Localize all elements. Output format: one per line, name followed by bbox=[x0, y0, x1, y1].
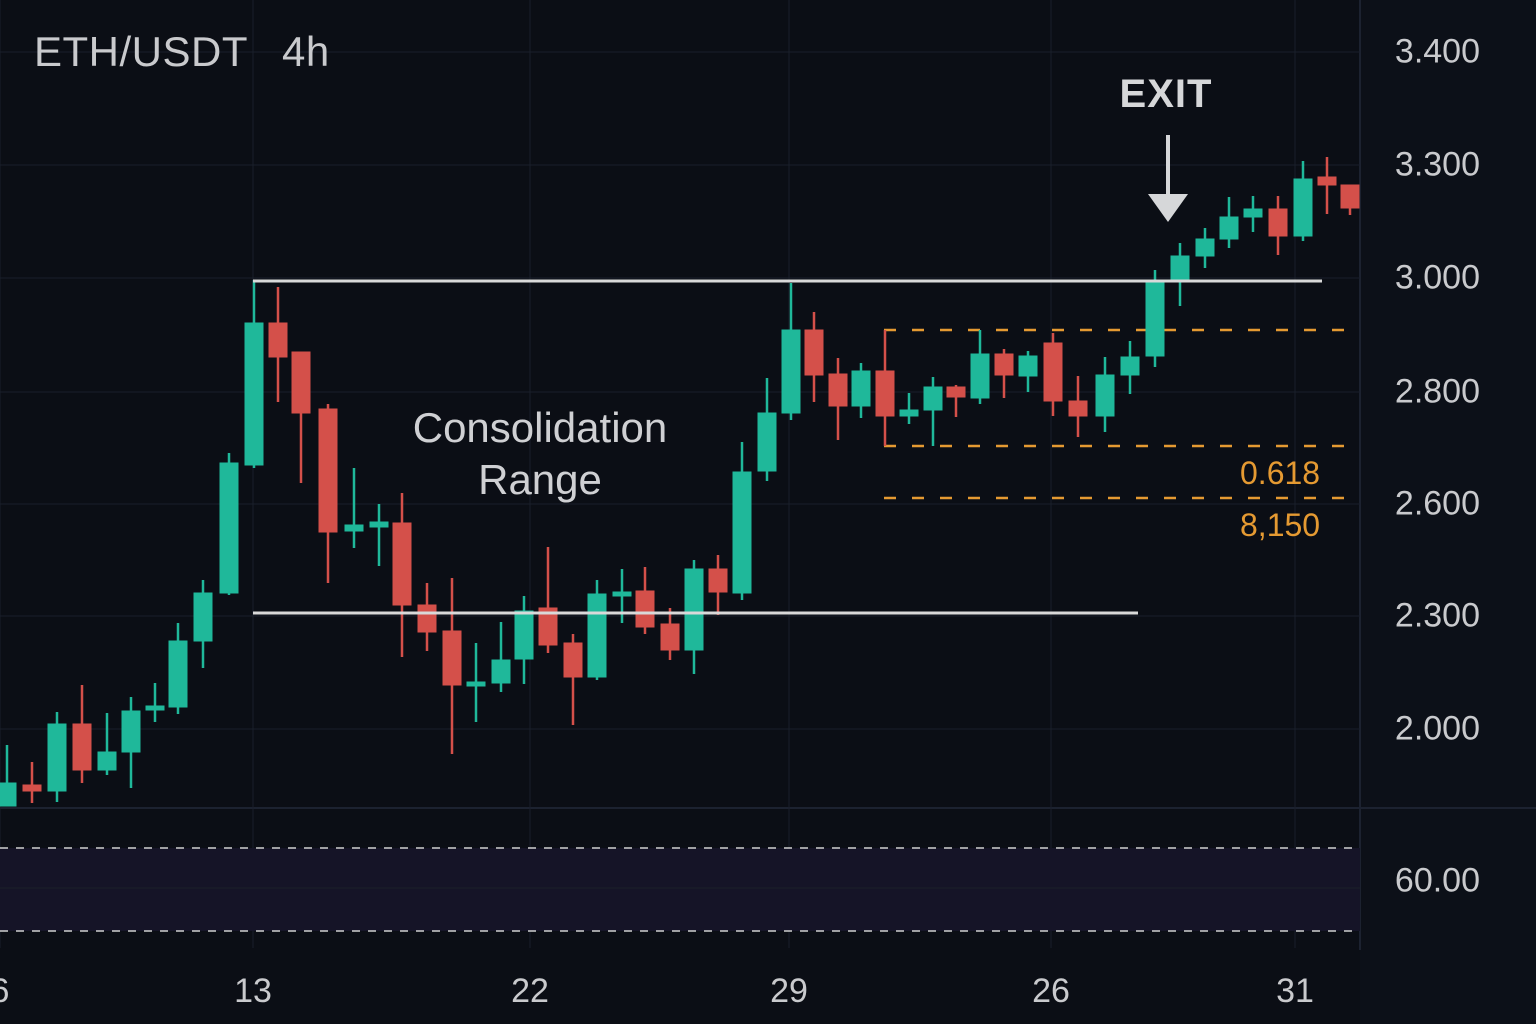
candle-body[interactable] bbox=[0, 782, 17, 807]
candle-body[interactable] bbox=[1219, 216, 1239, 240]
candle-body[interactable] bbox=[757, 412, 777, 472]
candle-body[interactable] bbox=[946, 386, 966, 398]
candle-body[interactable] bbox=[268, 322, 288, 358]
candle-body[interactable] bbox=[1195, 238, 1215, 257]
price-tick-label: 2.000 bbox=[1394, 709, 1480, 748]
candle-body[interactable] bbox=[804, 329, 824, 376]
exit-label: EXIT bbox=[1119, 72, 1213, 116]
candle-body[interactable] bbox=[193, 592, 213, 642]
candle-body[interactable] bbox=[875, 370, 895, 417]
time-tick-label: 13 bbox=[234, 972, 272, 1010]
candle-body[interactable] bbox=[732, 471, 752, 594]
candle-body[interactable] bbox=[291, 351, 311, 414]
consolidation-range-label: Consolidation Range bbox=[413, 402, 668, 506]
exit-arrow-icon bbox=[1148, 194, 1188, 222]
fib-ratio-label: 0.618 bbox=[1240, 455, 1321, 491]
candle-body[interactable] bbox=[491, 659, 511, 684]
candle-body[interactable] bbox=[1095, 374, 1115, 417]
time-tick-label: 6 bbox=[0, 972, 9, 1011]
indicator-band bbox=[0, 848, 1360, 931]
candle-body[interactable] bbox=[514, 610, 534, 660]
candle-body[interactable] bbox=[47, 723, 67, 792]
candle-body[interactable] bbox=[587, 593, 607, 678]
candle-body[interactable] bbox=[828, 373, 848, 407]
candle-body[interactable] bbox=[612, 591, 632, 597]
candle-body[interactable] bbox=[417, 604, 437, 633]
candle-body[interactable] bbox=[244, 322, 264, 466]
candle-body[interactable] bbox=[392, 522, 412, 606]
candle-body[interactable] bbox=[1293, 178, 1313, 237]
candle-body[interactable] bbox=[121, 710, 141, 753]
candle-body[interactable] bbox=[1018, 355, 1038, 377]
candle-body[interactable] bbox=[1120, 356, 1140, 376]
timeframe-label[interactable]: 4h bbox=[282, 28, 330, 75]
candle-body[interactable] bbox=[442, 630, 462, 686]
candle-body[interactable] bbox=[1068, 400, 1088, 417]
candle-body[interactable] bbox=[781, 329, 801, 414]
price-tick-label: 3.400 bbox=[1394, 32, 1480, 71]
chart-title: ETH/USDT 4h bbox=[34, 28, 330, 76]
candle-body[interactable] bbox=[538, 607, 558, 646]
candle-body[interactable] bbox=[684, 568, 704, 651]
time-tick-label: 26 bbox=[1032, 972, 1070, 1010]
fib-value-label: 8,150 bbox=[1240, 507, 1321, 543]
candle-body[interactable] bbox=[899, 409, 919, 417]
candle-body[interactable] bbox=[1170, 255, 1190, 281]
candle-body[interactable] bbox=[168, 640, 188, 708]
candle-body[interactable] bbox=[97, 751, 117, 771]
candle-body[interactable] bbox=[145, 705, 165, 711]
candle-body[interactable] bbox=[923, 386, 943, 411]
range-label-line1: Consolidation bbox=[412, 404, 668, 451]
candle-body[interactable] bbox=[1243, 208, 1263, 218]
price-tick-label: 2.600 bbox=[1394, 484, 1480, 523]
candle-body[interactable] bbox=[563, 642, 583, 678]
candle-body[interactable] bbox=[970, 353, 990, 399]
time-tick-label: 22 bbox=[511, 972, 549, 1010]
indicator-tick-label: 60.00 bbox=[1394, 861, 1480, 900]
candle-body[interactable] bbox=[1043, 342, 1063, 402]
candle-body[interactable] bbox=[1145, 279, 1165, 357]
axis-panel-bg bbox=[1360, 0, 1536, 1024]
candle-body[interactable] bbox=[72, 723, 92, 771]
candle-body[interactable] bbox=[635, 590, 655, 628]
candle-body[interactable] bbox=[369, 521, 389, 528]
candle-body[interactable] bbox=[708, 568, 728, 593]
candle-body[interactable] bbox=[994, 353, 1014, 376]
candle-body[interactable] bbox=[1268, 208, 1288, 237]
candle-body[interactable] bbox=[344, 524, 364, 532]
time-tick-label: 29 bbox=[770, 972, 808, 1010]
price-tick-label: 2.800 bbox=[1394, 372, 1480, 411]
symbol-label[interactable]: ETH/USDT bbox=[34, 28, 248, 75]
price-tick-label: 2.300 bbox=[1394, 596, 1480, 635]
candle-body[interactable] bbox=[22, 784, 42, 792]
candle-body[interactable] bbox=[1340, 184, 1360, 209]
candle-body[interactable] bbox=[466, 681, 486, 687]
time-tick-label: 31 bbox=[1276, 972, 1314, 1010]
candle-body[interactable] bbox=[851, 370, 871, 407]
candle-body[interactable] bbox=[660, 623, 680, 651]
candle-body[interactable] bbox=[219, 462, 239, 594]
range-label-line2: Range bbox=[478, 456, 602, 503]
price-tick-label: 3.000 bbox=[1394, 258, 1480, 297]
candle-body[interactable] bbox=[1317, 176, 1337, 186]
candle-body[interactable] bbox=[318, 408, 338, 533]
price-tick-label: 3.300 bbox=[1394, 145, 1480, 184]
